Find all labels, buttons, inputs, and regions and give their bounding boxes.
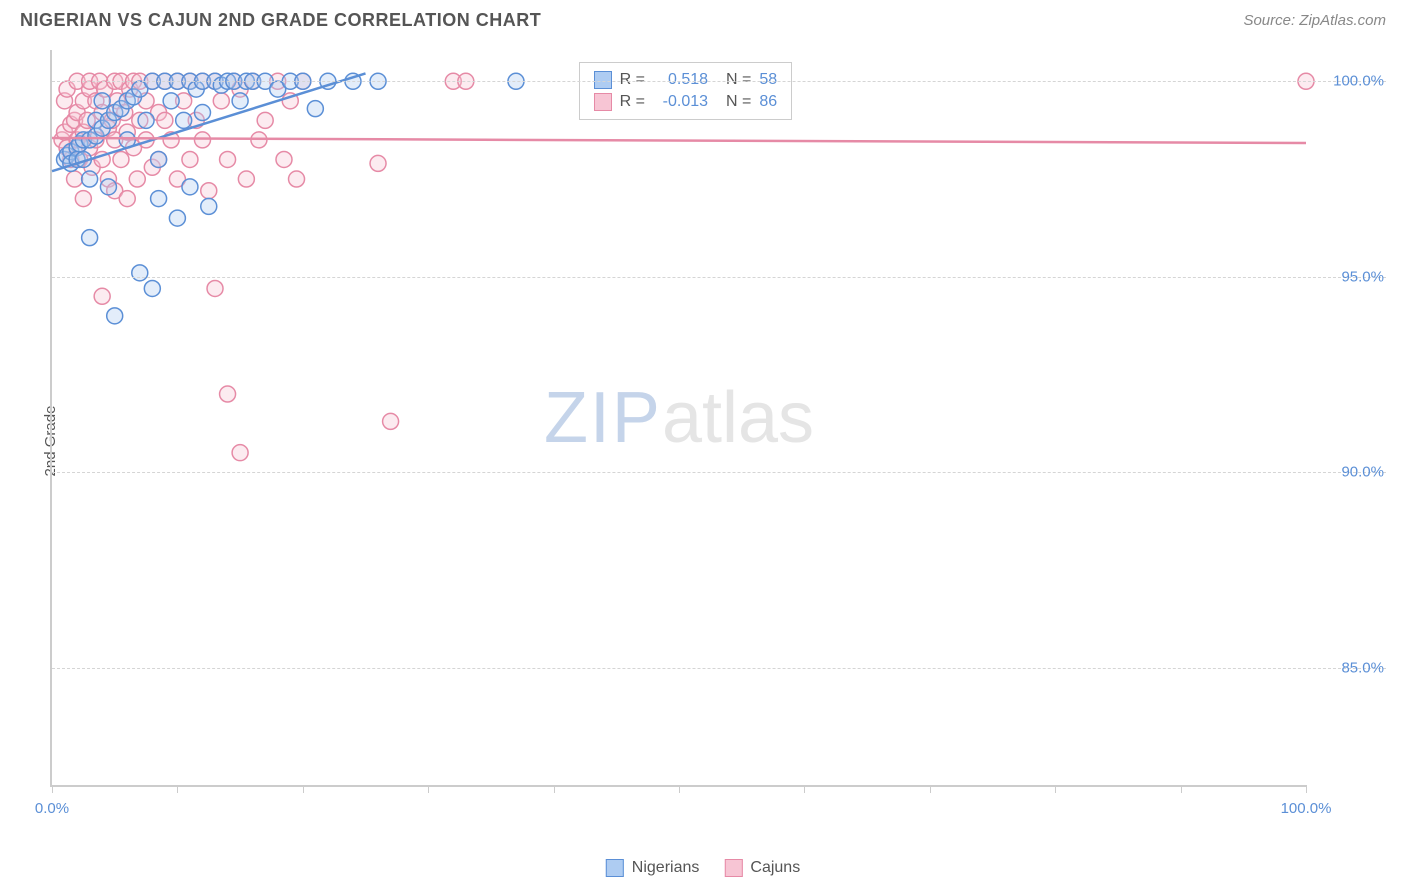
- legend-label: Cajuns: [750, 859, 800, 877]
- legend-item-cajuns: Cajuns: [724, 859, 800, 877]
- chart-title: NIGERIAN VS CAJUN 2ND GRADE CORRELATION …: [20, 10, 541, 31]
- legend-label: Nigerians: [632, 859, 700, 877]
- n-label: N =: [726, 93, 751, 111]
- r-label: R =: [620, 71, 645, 89]
- x-tick-label: 100.0%: [1281, 800, 1332, 817]
- n-value: 86: [759, 93, 777, 111]
- r-label: R =: [620, 93, 645, 111]
- n-value: 58: [759, 71, 777, 89]
- series-legend: Nigerians Cajuns: [606, 859, 800, 877]
- legend-item-nigerians: Nigerians: [606, 859, 700, 877]
- swatch-nigerians: [606, 859, 624, 877]
- x-tick-label: 0.0%: [35, 800, 69, 817]
- swatch-cajuns: [594, 93, 612, 111]
- r-value: 0.518: [653, 71, 708, 89]
- y-tick-label: 85.0%: [1341, 659, 1384, 676]
- y-tick-label: 100.0%: [1333, 73, 1384, 90]
- y-tick-label: 95.0%: [1341, 268, 1384, 285]
- correlation-legend: R = 0.518 N = 58 R = -0.013 N = 86: [579, 62, 792, 120]
- plot-region: ZIPatlas R = 0.518 N = 58 R = -0.013 N =…: [50, 50, 1306, 787]
- y-tick-label: 90.0%: [1341, 464, 1384, 481]
- swatch-cajuns: [724, 859, 742, 877]
- scatter-svg: [52, 50, 1306, 785]
- n-label: N =: [726, 71, 751, 89]
- r-value: -0.013: [653, 93, 708, 111]
- legend-row-cajuns: R = -0.013 N = 86: [594, 91, 777, 113]
- chart-area: 2nd Grade ZIPatlas R = 0.518 N = 58 R = …: [50, 50, 1386, 832]
- source-attribution: Source: ZipAtlas.com: [1243, 12, 1386, 29]
- legend-row-nigerians: R = 0.518 N = 58: [594, 69, 777, 91]
- swatch-nigerians: [594, 71, 612, 89]
